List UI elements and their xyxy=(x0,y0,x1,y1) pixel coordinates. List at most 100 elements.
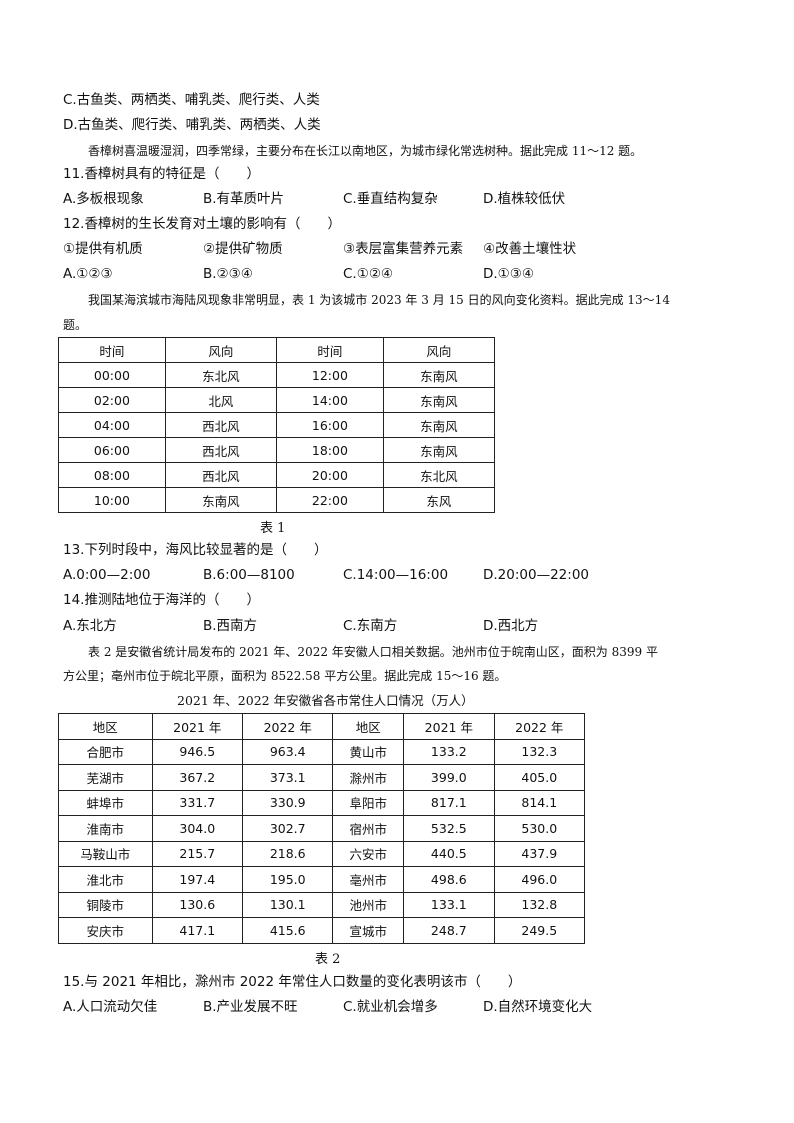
table-cell: 04:00 xyxy=(58,412,166,438)
table-header-cell: 地区 xyxy=(58,713,153,740)
table-cell: 东南风 xyxy=(382,437,496,463)
table-cell: 西北风 xyxy=(164,462,277,488)
q11-stem: 11.香樟树具有的特征是（ ） xyxy=(63,166,260,182)
table-cell: 12:00 xyxy=(275,362,384,388)
q12-item: ④改善土壤性状 xyxy=(483,241,577,257)
table-cell: 东北风 xyxy=(164,362,277,388)
q12-item: ③表层富集营养元素 xyxy=(343,241,464,257)
table-cell: 14:00 xyxy=(275,387,384,413)
q14-option: C.东南方 xyxy=(343,618,398,634)
table-row: 铜陵市 130.6 130.1 池州市 133.1 132.8 xyxy=(58,891,586,918)
table2-caption: 表 2 xyxy=(315,952,341,967)
table-header-cell: 2021 年 xyxy=(403,713,495,740)
q10-option-c: C.古鱼类、两栖类、哺乳类、爬行类、人类 xyxy=(63,92,320,108)
table-cell: 304.0 xyxy=(151,815,244,842)
table-row: 合肥市 946.5 963.4 黄山市 133.2 132.3 xyxy=(58,738,586,765)
table-row: 安庆市 417.1 415.6 宣城市 248.7 249.5 xyxy=(58,917,586,944)
table-cell: 496.0 xyxy=(493,866,586,893)
table-cell: 22:00 xyxy=(275,487,384,513)
table-cell: 440.5 xyxy=(403,840,495,867)
table-cell: 399.0 xyxy=(403,764,495,791)
table-cell: 16:00 xyxy=(275,412,384,438)
table-cell: 437.9 xyxy=(493,840,586,867)
table-cell: 963.4 xyxy=(242,738,334,765)
table-cell: 00:00 xyxy=(58,362,166,388)
q11-option: D.植株较低伏 xyxy=(483,191,566,207)
table-cell: 安庆市 xyxy=(58,917,153,944)
table-row: 芜湖市 367.2 373.1 滁州市 399.0 405.0 xyxy=(58,764,586,791)
table-cell: 132.3 xyxy=(493,738,586,765)
table-cell: 415.6 xyxy=(242,917,334,944)
table-cell: 宣城市 xyxy=(332,917,405,944)
table-header-cell: 地区 xyxy=(332,713,405,740)
table-header-cell: 2022 年 xyxy=(242,713,334,740)
table-cell: 西北风 xyxy=(164,412,277,438)
table-cell: 淮北市 xyxy=(58,866,153,893)
intro-13-14-line1: 我国某海滨城市海陆风现象非常明显，表 1 为该城市 2023 年 3 月 15 … xyxy=(88,293,670,307)
table-cell: 池州市 xyxy=(332,891,405,918)
q12-option: D.①③④ xyxy=(483,266,534,282)
table-row: 淮南市 304.0 302.7 宿州市 532.5 530.0 xyxy=(58,815,586,842)
table-header-cell: 时间 xyxy=(275,337,384,363)
q10-option-d: D.古鱼类、爬行类、哺乳类、两栖类、人类 xyxy=(63,117,321,133)
q13-option: A.0:00—2:00 xyxy=(63,567,151,583)
wind-table: 时间 风向 时间 风向 00:00 东北风 12:00 东南风 02:00 北风 14:00 东南风 0… xyxy=(58,337,496,513)
table-cell: 10:00 xyxy=(58,487,166,513)
table-row: 马鞍山市 215.7 218.6 六安市 440.5 437.9 xyxy=(58,840,586,867)
q14-option: D.西北方 xyxy=(483,618,539,634)
table-cell: 东南风 xyxy=(382,412,496,438)
q11-option: C.垂直结构复杂 xyxy=(343,191,438,207)
table-cell: 淮南市 xyxy=(58,815,153,842)
q12-item: ①提供有机质 xyxy=(63,241,143,257)
table-row: 06:00 西北风 18:00 东南风 xyxy=(58,437,496,463)
intro-15-16-line1: 表 2 是安徽省统计局发布的 2021 年、2022 年安徽人口相关数据。池州市… xyxy=(88,645,658,659)
table-row: 04:00 西北风 16:00 东南风 xyxy=(58,412,496,438)
table-cell: 宿州市 xyxy=(332,815,405,842)
intro-11-12: 香樟树喜温暖湿润，四季常绿，主要分布在长江以南地区，为城市绿化常选树种。据此完成… xyxy=(88,144,643,158)
intro-15-16-line2: 方公里；亳州市位于皖北平原，面积为 8522.58 平方公里。据此完成 15～1… xyxy=(63,669,507,683)
table-cell: 东南风 xyxy=(164,487,277,513)
table-cell: 东北风 xyxy=(382,462,496,488)
intro-13-14-line2: 题。 xyxy=(63,318,88,332)
table-header-cell: 风向 xyxy=(382,337,496,363)
table-cell: 东南风 xyxy=(382,387,496,413)
q11-option: B.有革质叶片 xyxy=(203,191,285,207)
table-cell: 北风 xyxy=(164,387,277,413)
table-cell: 合肥市 xyxy=(58,738,153,765)
table-header-cell: 时间 xyxy=(58,337,166,363)
q13-option: D.20:00—22:00 xyxy=(483,567,589,583)
q12-stem: 12.香樟树的生长发育对土壤的影响有（ ） xyxy=(63,216,341,232)
table-cell: 130.1 xyxy=(242,891,334,918)
table-cell: 阜阳市 xyxy=(332,789,405,816)
q13-option: B.6:00—8100 xyxy=(203,567,295,583)
q12-option: C.①②④ xyxy=(343,266,394,282)
q14-option: A.东北方 xyxy=(63,618,117,634)
table-cell: 02:00 xyxy=(58,387,166,413)
table-cell: 20:00 xyxy=(275,462,384,488)
table-row: 10:00 东南风 22:00 东风 xyxy=(58,487,496,513)
table-cell: 532.5 xyxy=(403,815,495,842)
table-cell: 373.1 xyxy=(242,764,334,791)
table-cell: 417.1 xyxy=(151,917,244,944)
table-cell: 133.1 xyxy=(403,891,495,918)
q15-option: C.就业机会增多 xyxy=(343,999,438,1015)
table-cell: 215.7 xyxy=(151,840,244,867)
table-cell: 530.0 xyxy=(493,815,586,842)
table-cell: 331.7 xyxy=(151,789,244,816)
table-cell: 405.0 xyxy=(493,764,586,791)
table-row: 蚌埠市 331.7 330.9 阜阳市 817.1 814.1 xyxy=(58,789,586,816)
table-cell: 六安市 xyxy=(332,840,405,867)
table-cell: 218.6 xyxy=(242,840,334,867)
population-table: 地区 2021 年 2022 年地区 2021 年 2022 年合肥市 946.5 963.… xyxy=(58,713,586,944)
table-cell: 芜湖市 xyxy=(58,764,153,791)
table2-title: 2021 年、2022 年安徽省各市常住人口情况（万人） xyxy=(177,693,474,708)
table-cell: 08:00 xyxy=(58,462,166,488)
table-cell: 东南风 xyxy=(382,362,496,388)
table-header-cell: 2022 年 xyxy=(493,713,586,740)
q13-stem: 13.下列时段中，海风比较显著的是（ ） xyxy=(63,542,328,558)
table-header-row: 地区 2021 年 2022 年地区 2021 年 2022 年 xyxy=(58,713,586,740)
table-cell: 130.6 xyxy=(151,891,244,918)
table-header-cell: 风向 xyxy=(164,337,277,363)
table-cell: 铜陵市 xyxy=(58,891,153,918)
q15-option: A.人口流动欠佳 xyxy=(63,999,158,1015)
